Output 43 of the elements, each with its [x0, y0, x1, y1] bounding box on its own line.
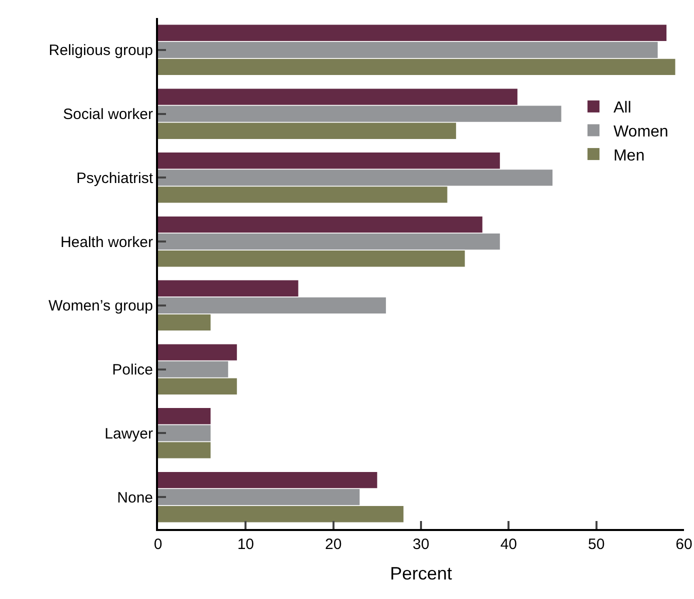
bar: [158, 425, 211, 442]
bar: [158, 314, 211, 331]
bar: [158, 58, 676, 76]
bar: [158, 233, 500, 250]
y-tick-label: None: [117, 489, 153, 506]
bar: [158, 186, 448, 203]
bar: [158, 472, 378, 488]
bar: [158, 122, 456, 139]
x-tick-label: 40: [500, 536, 518, 553]
bar: [158, 361, 228, 378]
bar: [158, 442, 211, 458]
y-tick-label: Police: [112, 362, 153, 379]
y-tick-label: Social worker: [62, 106, 154, 124]
bar: [158, 408, 211, 424]
bar: [158, 216, 482, 233]
y-tick-label: Lawyer: [104, 425, 153, 442]
legend-label: Men: [613, 147, 645, 164]
legend-label: All: [613, 100, 632, 117]
x-tick-label: 50: [588, 536, 605, 553]
bar: [158, 297, 386, 314]
bar: [158, 88, 518, 105]
x-tick-label: 20: [324, 536, 342, 553]
legend-label: Women: [613, 123, 668, 140]
bar: [158, 506, 404, 522]
y-tick-label: Religious group: [48, 42, 153, 60]
x-tick-label: 60: [676, 536, 692, 553]
bar: [158, 250, 465, 267]
x-tick-label: 0: [154, 536, 162, 553]
bar: [158, 42, 658, 58]
bar: [158, 24, 666, 41]
bar: [158, 170, 552, 186]
bar: [158, 280, 298, 296]
bar: [158, 378, 237, 394]
y-tick-label: Psychiatrist: [76, 170, 154, 187]
bar: [158, 106, 562, 122]
x-tick-label: 10: [237, 536, 254, 553]
bar: [158, 344, 237, 360]
y-tick-label: Health worker: [60, 234, 153, 251]
bar: [158, 152, 500, 169]
x-tick-label: 30: [412, 536, 430, 553]
bar: [158, 488, 360, 506]
x-axis-title: Percent: [390, 564, 452, 584]
y-tick-label: Women’s group: [48, 298, 153, 315]
